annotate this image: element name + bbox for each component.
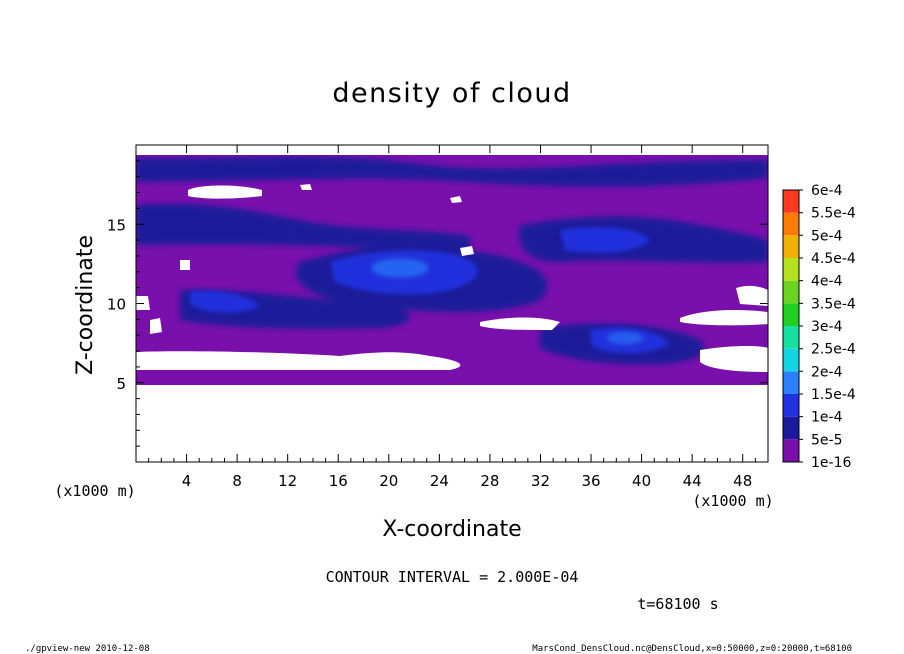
x-tick-label: 44 [683,472,702,490]
colorbar-label: 5.5e-4 [811,206,856,222]
colorbar-swatch [783,190,799,213]
colorbar-swatch [783,326,799,349]
colorbar-label: 5e-4 [811,228,843,244]
footer-right: MarsCond_DensCloud.nc@DensCloud,x=0:5000… [532,644,852,654]
y-tick-label: 15 [107,216,126,234]
colorbar-label: 3.5e-4 [811,296,856,312]
colorbar-label: 5e-5 [811,432,842,448]
colorbar-swatch [783,371,799,394]
colorbar-label: 3e-4 [811,319,843,335]
plot-area [136,145,768,462]
colorbar-swatch [783,235,799,258]
x-tick-label: 48 [733,472,752,490]
y-tick-label: 5 [116,375,126,393]
x-tick-label: 24 [430,472,449,490]
colorbar-label: 2.5e-4 [811,342,856,358]
colorbar-swatch [783,303,799,326]
y-axis: 5 10 15 [107,160,768,447]
colorbar-swatch [783,439,799,462]
colorbar-swatch [783,348,799,372]
colorbar-label: 1e-16 [811,455,851,471]
x-axis-label: X-coordinate [382,517,521,542]
colorbar-label: 1e-4 [811,410,843,426]
bright-cloud-cores [190,227,670,354]
x-unit-left: (x1000 m) [54,482,135,500]
colorbar-label: 4.5e-4 [811,251,856,267]
colorbar-swatch [783,258,799,281]
chart-title: density of cloud [332,78,571,109]
colorbar-swatch [783,212,799,236]
x-tick-label: 28 [480,472,499,490]
colorbar-label: 2e-4 [811,364,843,380]
y-axis-label: Z-coordinate [73,235,98,375]
contour-interval: CONTOUR INTERVAL = 2.000E-04 [326,568,579,586]
time-label: t=68100 s [637,595,718,613]
colorbar-label: 6e-4 [811,183,843,199]
colorbar-label: 4e-4 [811,274,843,290]
y-tick-label: 10 [107,296,126,314]
footer-left: ./gpview-new 2010-12-08 [25,644,150,654]
x-tick-label: 36 [581,472,600,490]
cloud-free-gaps [136,145,768,462]
colorbar-label: 1.5e-4 [811,387,856,403]
x-tick-label: 16 [329,472,348,490]
colorbar-swatch [783,394,799,417]
x-tick-label: 12 [278,472,297,490]
colorbar: 1e-16 5e-5 1e-4 1.5e-4 2e-4 2.5e-4 3e-4 3.5e-4 4… [782,183,856,471]
x-tick-label: 40 [632,472,651,490]
x-tick-label: 4 [182,472,192,490]
colorbar-swatch [783,280,799,304]
x-unit-right: (x1000 m) [692,492,773,510]
x-tick-label: 20 [379,472,398,490]
x-tick-label: 32 [531,472,550,490]
colorbar-swatch [783,416,799,440]
x-axis: 4 8 12 16 20 24 28 32 36 40 44 48 [148,145,756,490]
x-tick-label: 8 [232,472,242,490]
